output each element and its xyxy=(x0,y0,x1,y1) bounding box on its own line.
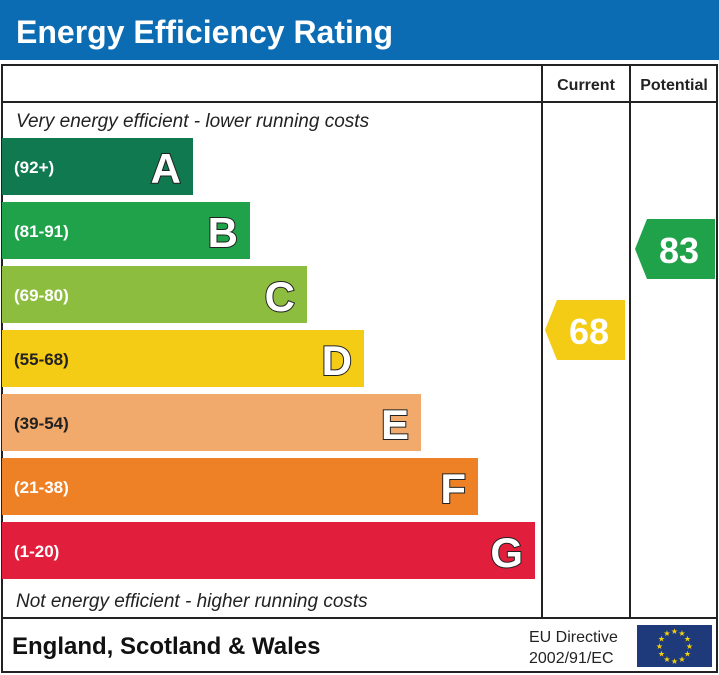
band-letter-G: G xyxy=(490,529,523,576)
header-bar xyxy=(0,0,719,60)
eu-flag-icon: ★ ★★★★★★★★★★★ xyxy=(637,625,712,667)
eu-star-icon: ★ xyxy=(678,655,685,664)
band-letter-E: E xyxy=(381,401,409,448)
eu-star-icon: ★ xyxy=(678,629,685,638)
band-range-F: (21-38) xyxy=(14,478,69,497)
eu-star-icon: ★ xyxy=(656,642,663,651)
column-header-potential: Potential xyxy=(640,77,708,94)
band-range-D: (55-68) xyxy=(14,350,69,369)
footer-region: England, Scotland & Wales xyxy=(12,633,320,660)
band-bar-D xyxy=(2,330,364,387)
potential-rating-value: 83 xyxy=(659,230,699,271)
eu-star-icon: ★ xyxy=(671,657,678,666)
band-bar-E xyxy=(2,394,421,451)
band-bar-F xyxy=(2,458,478,515)
band-range-A: (92+) xyxy=(14,158,54,177)
eu-star-icon: ★ xyxy=(658,650,665,659)
band-letter-C: C xyxy=(265,273,295,320)
eu-directive-line1: EU Directive xyxy=(529,629,618,646)
band-letter-A: A xyxy=(151,145,181,192)
current-rating-arrow xyxy=(545,300,625,360)
chart-title: Energy Efficiency Rating xyxy=(16,14,393,50)
band-bar-G xyxy=(2,522,535,579)
eu-directive-line2: 2002/91/EC xyxy=(529,650,614,667)
bottom-note: Not energy efficient - higher running co… xyxy=(16,591,368,612)
band-range-B: (81-91) xyxy=(14,222,69,241)
band-letter-F: F xyxy=(440,465,466,512)
eu-star-icon: ★ xyxy=(684,635,691,644)
eu-star-icon: ★ xyxy=(658,635,665,644)
band-range-C: (69-80) xyxy=(14,286,69,305)
eu-star-icon: ★ xyxy=(663,629,670,638)
eu-star-icon: ★ xyxy=(684,650,691,659)
band-range-G: (1-20) xyxy=(14,542,59,561)
eu-star-icon: ★ xyxy=(663,655,670,664)
band-bar-A xyxy=(2,138,193,195)
eu-flag-background xyxy=(637,625,712,667)
eu-star-icon: ★ xyxy=(686,642,693,651)
band-bar-B xyxy=(2,202,250,259)
band-letter-D: D xyxy=(322,337,352,384)
eu-star-icon: ★ xyxy=(671,627,678,636)
current-rating-value: 68 xyxy=(569,311,609,352)
band-letter-B: B xyxy=(208,209,238,256)
column-header-current: Current xyxy=(557,77,615,94)
band-range-E: (39-54) xyxy=(14,414,69,433)
band-bar-C xyxy=(2,266,307,323)
potential-rating-arrow xyxy=(635,219,715,279)
top-note: Very energy efficient - lower running co… xyxy=(16,111,370,132)
